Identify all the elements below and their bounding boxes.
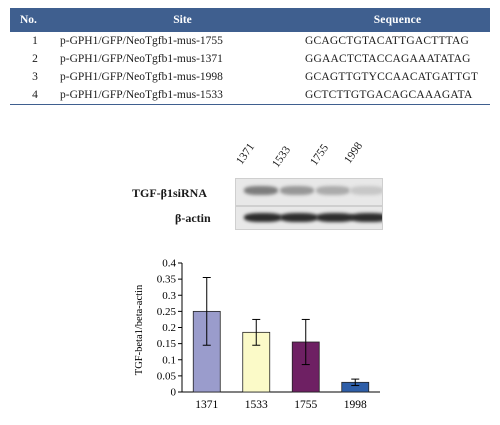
y-axis-label: TGF-beta1/beta-actin [134,284,145,375]
row-sequence: GCAGCTGTACATTGACTTTAG [305,35,469,47]
row-site: p-GPH1/GFP/NeoTgfb1-mus-1533 [60,86,305,105]
blot-band [316,213,354,222]
y-tick-label: 0.35 [157,274,177,286]
row-sequence: GCTCTTGTGACAGCAAAGATA [305,86,490,105]
lane-label-1533: 1533 [270,144,294,170]
blot-band [350,186,382,195]
blot-label-actin: β-actin [175,211,211,225]
blot-band [316,186,350,195]
row-no: 4 [10,86,60,105]
lane-label-1371: 1371 [234,141,258,167]
header-no: No. [10,8,60,32]
y-tick-label: 0.2 [162,322,176,334]
bar-chart: TGF-beta1/beta-actin 0 0.05 0.1 0.15 0.2 0.25… [134,258,380,411]
y-tick-label: 0.4 [162,258,176,270]
y-tick-label: 0.1 [162,354,176,366]
x-tick-label: 1755 [294,399,317,411]
y-tick-label: 0.25 [157,306,177,318]
row-no: 3 [32,71,38,83]
header-sequence: Sequence [305,8,490,32]
blot-band [280,213,318,222]
table-row: 4 p-GPH1/GFP/NeoTgfb1-mus-1533 GCTCTTGTG… [10,86,490,105]
y-tick-label: 0.05 [157,370,177,382]
y-ticks: 0 0.05 0.1 0.15 0.2 0.25 0.3 0.35 0.4 [157,258,182,399]
y-tick-label: 0 [171,387,177,399]
row-site: p-GPH1/GFP/NeoTgfb1-mus-1755 [60,35,223,47]
y-tick-label: 0.3 [162,290,176,302]
x-tick-label: 1533 [245,399,268,411]
header-site: Site [60,8,305,32]
bar-1533 [242,331,271,393]
row-no: 1 [32,35,38,47]
row-no: 2 [32,53,38,65]
table-row: 1 p-GPH1/GFP/NeoTgfb1-mus-1755 GCAGCTGTA… [10,32,490,50]
x-tick-labels: 1371 1533 1755 1998 [195,399,367,411]
blot-strip-actin [235,206,383,230]
row-site: p-GPH1/GFP/NeoTgfb1-mus-1998 [60,71,223,83]
blot-strip-tgf [235,178,383,206]
bar-1755 [291,341,320,393]
row-sequence: GGAACTCTACCAGAAATATAG [305,53,471,65]
table-header-row: No. Site Sequence [10,8,490,32]
blot-label-tgf: TGF-β1siRNA [132,186,207,200]
table-row: 3 p-GPH1/GFP/NeoTgfb1-mus-1998 GCAGTTGTY… [10,68,490,86]
blot-band [244,186,278,195]
row-site: p-GPH1/GFP/NeoTgfb1-mus-1371 [60,53,223,65]
y-tick-label: 0.15 [157,338,177,350]
sequence-table: No. Site Sequence 1 p-GPH1/GFP/NeoTgfb1-… [10,8,490,105]
bars [192,277,370,393]
blot-band [244,213,282,222]
table-row: 2 p-GPH1/GFP/NeoTgfb1-mus-1371 GGAACTCTA… [10,50,490,68]
blot-band [280,186,314,195]
row-sequence: GCAGTTGTYCCAACATGATTGT [305,71,479,83]
lane-label-1755: 1755 [308,142,332,168]
lane-label-1998: 1998 [342,140,366,166]
x-tick-label: 1998 [344,399,367,411]
x-tick-label: 1371 [195,399,218,411]
blot-band [350,213,382,222]
